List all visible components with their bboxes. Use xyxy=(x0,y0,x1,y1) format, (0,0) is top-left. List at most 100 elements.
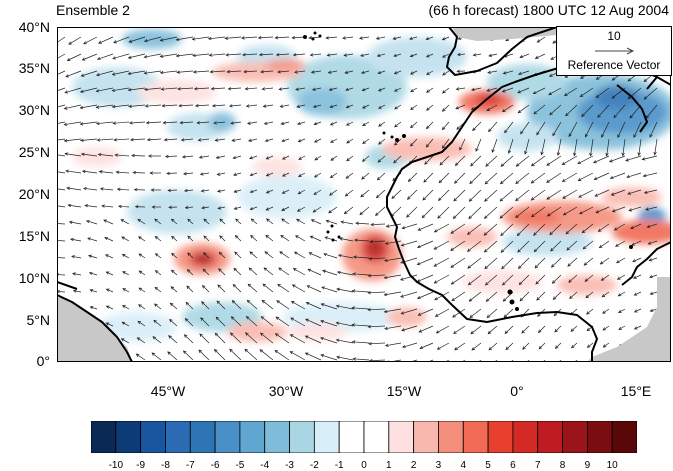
wind-vector-head xyxy=(583,262,588,266)
wind-vector-head xyxy=(618,326,622,330)
wind-vector xyxy=(486,308,498,318)
wind-vector-head xyxy=(305,318,309,322)
wind-vector xyxy=(329,104,338,108)
wind-vector-head xyxy=(291,284,296,288)
wind-vector xyxy=(210,70,226,73)
wind-vector-head xyxy=(336,287,341,291)
wind-vector xyxy=(144,87,162,90)
wind-vector-head xyxy=(304,352,309,356)
wind-vector-head xyxy=(83,186,87,191)
wind-vector-head xyxy=(199,333,203,337)
wind-vector xyxy=(378,104,386,109)
wind-vector-head xyxy=(483,215,488,219)
wind-vector-head xyxy=(294,70,298,74)
wind-vector xyxy=(627,189,642,195)
wind-vector-head xyxy=(186,269,191,273)
wind-vector xyxy=(567,257,578,267)
colorbar-label: -1 xyxy=(334,460,344,471)
wind-vector-head xyxy=(585,133,589,138)
wind-vector xyxy=(541,138,546,155)
wind-vector xyxy=(90,306,98,310)
wind-vector xyxy=(557,138,562,156)
wind-vector xyxy=(457,53,466,56)
colorbar-label: 10 xyxy=(606,460,618,471)
colorbar-swatch xyxy=(462,421,489,453)
wind-vector xyxy=(184,334,194,344)
wind-vector xyxy=(65,70,82,78)
wind-vector xyxy=(486,291,498,302)
wind-vector-head xyxy=(472,127,476,132)
wind-vector-head xyxy=(344,70,349,74)
wind-vector-head xyxy=(196,121,201,125)
wind-vector-head xyxy=(551,280,556,284)
wind-vector xyxy=(65,153,82,157)
wind-vector-head xyxy=(258,53,263,57)
wind-vector-head xyxy=(488,346,493,351)
wind-vector-head xyxy=(233,206,238,210)
wind-vector-head xyxy=(203,252,207,256)
wind-vector-head xyxy=(546,179,550,183)
wind-vector xyxy=(265,206,274,211)
wind-vector-head xyxy=(530,197,535,201)
wind-vector-head xyxy=(328,87,333,91)
wind-vector-head xyxy=(637,152,641,157)
wind-vector-head xyxy=(281,207,285,211)
wind-vector xyxy=(393,53,402,57)
wind-vector xyxy=(201,301,210,310)
wind-vector xyxy=(106,322,114,327)
wind-vector xyxy=(122,288,130,293)
wind-vector-head xyxy=(617,293,622,297)
wind-vector xyxy=(251,218,258,225)
wind-vector-head xyxy=(215,155,220,160)
wind-vector xyxy=(442,70,450,76)
colorbar-swatch xyxy=(512,421,539,453)
wind-vector-head xyxy=(171,252,175,257)
wind-vector-head xyxy=(137,320,142,325)
wind-vector-head xyxy=(153,319,157,324)
wind-vector xyxy=(213,121,226,124)
anomaly-shading xyxy=(72,29,671,342)
wind-vector-head xyxy=(210,87,215,91)
wind-vector xyxy=(70,238,82,242)
wind-vector-head xyxy=(162,121,167,125)
wind-vector xyxy=(290,351,306,361)
wind-vector-head xyxy=(170,218,175,223)
wind-vector-head xyxy=(450,247,454,251)
wind-vector xyxy=(166,172,178,174)
wind-vector xyxy=(128,87,146,91)
wind-vector-head xyxy=(246,299,251,304)
wind-vector xyxy=(275,316,290,327)
wind-vector xyxy=(618,325,626,330)
wind-vector-head xyxy=(249,172,254,177)
wind-vector-head xyxy=(177,87,181,91)
wind-vector xyxy=(536,291,546,301)
wind-vector xyxy=(144,70,162,74)
wind-vector xyxy=(171,269,178,276)
wind-vector-head xyxy=(385,224,390,228)
wind-vector xyxy=(629,104,642,119)
wind-vector-head xyxy=(297,121,301,126)
wind-vector-head xyxy=(64,152,69,156)
wind-vector xyxy=(554,325,562,333)
wind-vector-head xyxy=(325,36,329,40)
wind-vector xyxy=(219,252,226,259)
wind-vector-head xyxy=(265,218,270,222)
colorbar-swatch xyxy=(239,421,266,453)
wind-vector xyxy=(385,240,402,245)
wind-vector xyxy=(406,206,418,218)
wind-vector xyxy=(219,218,226,225)
wind-vector-head xyxy=(376,53,381,57)
wind-vector xyxy=(292,284,306,293)
wind-vector-head xyxy=(570,328,575,332)
wind-vector xyxy=(360,53,370,57)
wind-vector xyxy=(279,251,290,259)
wind-vector-head xyxy=(144,104,149,108)
wind-vector xyxy=(628,206,642,211)
wind-vector-head xyxy=(260,316,265,320)
wind-vector xyxy=(451,274,466,285)
wind-vector xyxy=(139,270,146,276)
wind-vector xyxy=(336,339,354,344)
wind-vector xyxy=(438,189,450,201)
wind-vector xyxy=(337,271,354,276)
wind-vector xyxy=(214,349,226,361)
